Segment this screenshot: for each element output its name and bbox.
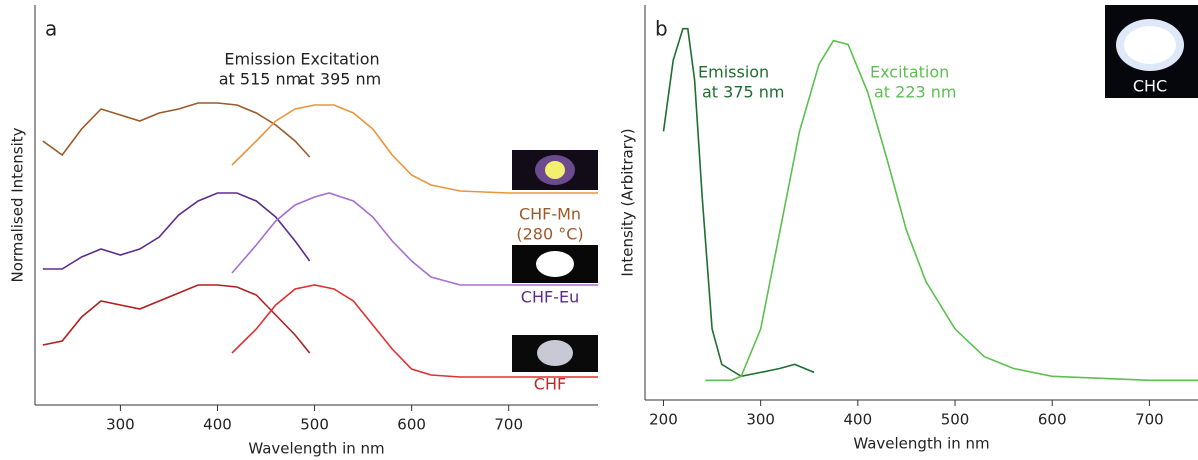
y-axis-title: Normalised Intensity bbox=[9, 127, 27, 282]
inset-label: CHC bbox=[1133, 77, 1167, 96]
annotation: Emission bbox=[698, 63, 769, 82]
spectrum-line bbox=[42, 284, 311, 354]
x-tick-label: 400 bbox=[203, 416, 232, 434]
sample-label: CHF-Mn bbox=[519, 205, 581, 224]
annotation: at 223 nm bbox=[874, 83, 957, 102]
spectrum-line bbox=[42, 102, 311, 158]
annotation: Excitation bbox=[870, 63, 949, 82]
sample-label: CHF-Eu bbox=[521, 288, 579, 307]
spectrum-line bbox=[231, 104, 598, 194]
x-tick-label: 200 bbox=[649, 411, 678, 429]
x-tick-label: 300 bbox=[106, 416, 135, 434]
photo-sample bbox=[536, 251, 574, 277]
sample-label: (280 °C) bbox=[516, 225, 583, 244]
x-tick-label: 600 bbox=[1038, 411, 1067, 429]
spectrum-line bbox=[705, 39, 1198, 382]
spectrum-line bbox=[231, 192, 598, 286]
x-tick-label: 300 bbox=[746, 411, 775, 429]
x-tick-label: 600 bbox=[397, 416, 426, 434]
x-tick-label: 700 bbox=[494, 416, 523, 434]
x-axis-title: Wavelength in nm bbox=[853, 435, 989, 453]
sample-label: CHF bbox=[534, 375, 566, 394]
photo-glow bbox=[545, 161, 565, 179]
inset-glow bbox=[1124, 26, 1176, 64]
x-tick-label: 500 bbox=[300, 416, 329, 434]
annotation: Emission bbox=[224, 50, 295, 69]
annotation: at 375 nm bbox=[702, 83, 785, 102]
annotation: at 515 nm bbox=[219, 70, 302, 89]
panel-letter: b bbox=[655, 17, 668, 41]
x-tick-label: 400 bbox=[844, 411, 873, 429]
annotation: Excitation bbox=[300, 50, 379, 69]
photo-sample bbox=[537, 340, 573, 366]
x-axis-title: Wavelength in nm bbox=[248, 440, 384, 458]
panel-letter: a bbox=[45, 17, 57, 41]
spectrum-line bbox=[231, 284, 598, 378]
y-axis-title: Intensity (Arbitrary) bbox=[619, 128, 637, 276]
annotation: at 395 nm bbox=[299, 70, 382, 89]
spectrum-line bbox=[662, 27, 815, 378]
x-tick-label: 500 bbox=[941, 411, 970, 429]
x-tick-label: 700 bbox=[1135, 411, 1164, 429]
spectrum-line bbox=[42, 192, 311, 270]
